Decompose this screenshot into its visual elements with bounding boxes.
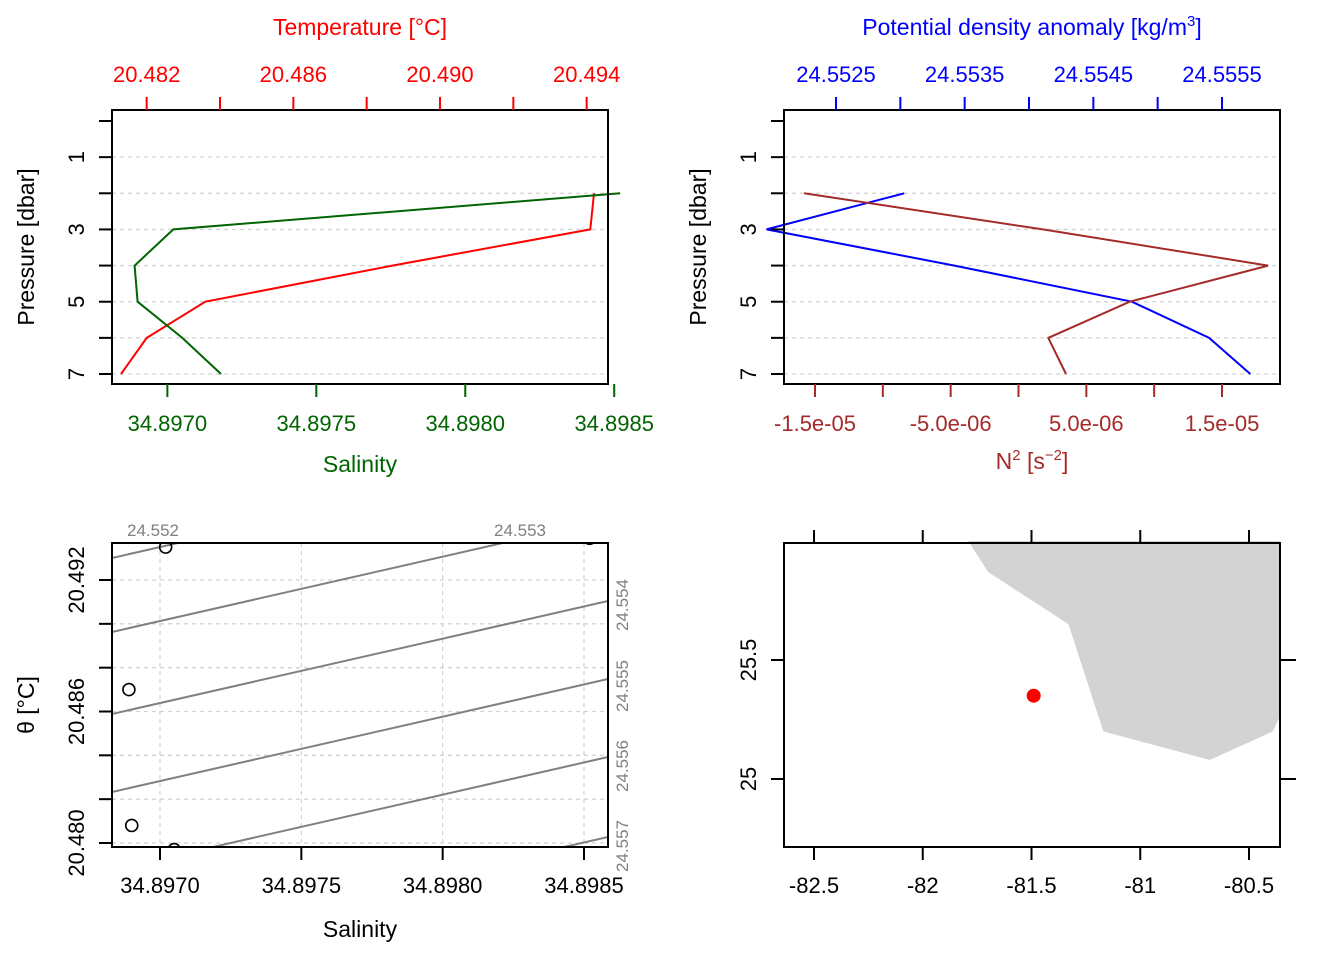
axis-title-part: [s (1021, 448, 1045, 474)
n2-axis-title: N2 [s−2] (996, 447, 1069, 474)
station-marker (1026, 688, 1041, 703)
isopycnal-label: 24.557 (613, 820, 632, 872)
axis-title-superscript: 3 (1187, 13, 1195, 30)
station-map-panel: -82.5 -82 -81.5 -81 -80.5 25 25.5 (736, 530, 1296, 898)
temperature-axis-title: Temperature [°C] (273, 14, 447, 40)
ts-data-point (584, 543, 595, 546)
salinity-axis-title: Salinity (323, 916, 398, 942)
n2-tick-label: -1.5e-05 (774, 411, 856, 436)
isopycnal-line (112, 678, 608, 793)
pressure-tick-label: 7 (64, 368, 89, 380)
axis-title-part: N (996, 448, 1013, 474)
salinity-tick-label: 34.8975 (262, 873, 342, 898)
pressure-tick-label: 5 (736, 296, 761, 308)
ts-data-point (124, 818, 139, 833)
salinity-tick-label: 34.8975 (277, 411, 357, 436)
ts-data-point (167, 842, 181, 847)
temperature-salinity-profile-panel: 20.482 20.486 20.490 20.494 Temperature [°C]… (13, 14, 654, 477)
isopycnal-label: 24.552 (127, 521, 179, 540)
plot-frame (111, 109, 609, 385)
salinity-tick-label: 34.8985 (574, 411, 654, 436)
pressure-tick-label: 3 (736, 223, 761, 235)
ts-data-point (205, 857, 217, 869)
ts-diagram-panel: 24.552 24.55324.55424.55524.55624.55734.8… (13, 521, 632, 942)
density-tick-label: 24.5545 (1054, 62, 1134, 87)
n2-tick-label: -5.0e-06 (910, 411, 992, 436)
pressure-tick-label: 1 (64, 151, 89, 163)
axis-title-superscript: 2 (1012, 447, 1020, 464)
longitude-tick-label: -82 (907, 873, 939, 898)
density-n2-profile-panel: 24.5525 24.5535 24.5545 24.5555 Potential de… (685, 13, 1281, 474)
density-profile-line (766, 192, 1251, 375)
axis-title-part: ] (1195, 14, 1201, 40)
plot-frame (783, 109, 1281, 385)
axis-title-part: ] (1062, 448, 1068, 474)
land-polygon (968, 541, 1280, 760)
theta-tick-label: 20.486 (64, 678, 89, 745)
density-axis-title: Potential density anomaly [kg/m3] (862, 13, 1201, 40)
isopycnal-line (112, 543, 508, 633)
salinity-tick-label: 34.8980 (425, 411, 505, 436)
temperature-tick-label: 20.490 (406, 62, 473, 87)
n2-profile-line (803, 192, 1269, 375)
salinity-profile-line (133, 192, 621, 375)
latitude-tick-label: 25 (736, 767, 761, 791)
salinity-tick-label: 34.8985 (544, 873, 624, 898)
density-tick-label: 24.5535 (925, 62, 1005, 87)
temperature-tick-label: 20.486 (260, 62, 327, 87)
pressure-axis-title: Pressure [dbar] (685, 168, 711, 325)
latitude-tick-label: 25.5 (736, 639, 761, 682)
longitude-tick-label: -81 (1124, 873, 1156, 898)
theta-tick-label: 20.480 (64, 809, 89, 876)
isopycnal-line (208, 756, 608, 847)
isopycnal-label: 24.553 (494, 521, 546, 540)
n2-tick-label: 1.5e-05 (1185, 411, 1260, 436)
pressure-tick-label: 3 (64, 223, 89, 235)
axis-title-superscript: −2 (1045, 447, 1062, 464)
pressure-tick-label: 5 (64, 296, 89, 308)
n2-tick-label: 5.0e-06 (1049, 411, 1124, 436)
longitude-tick-label: -80.5 (1224, 873, 1274, 898)
temperature-tick-label: 20.482 (113, 62, 180, 87)
salinity-tick-label: 34.8970 (120, 873, 200, 898)
ts-data-point (122, 682, 136, 697)
temperature-profile-line (120, 193, 595, 375)
theta-tick-label: 20.492 (64, 546, 89, 613)
temperature-tick-label: 20.494 (553, 62, 620, 87)
isopycnal-label: 24.554 (613, 579, 632, 631)
pressure-tick-label: 7 (736, 368, 761, 380)
isopycnal-line (112, 600, 608, 715)
ts-plot-area (112, 543, 608, 869)
longitude-tick-label: -82.5 (789, 873, 839, 898)
pressure-axis-title: Pressure [dbar] (13, 168, 39, 325)
isopycnal-label: 24.555 (613, 660, 632, 712)
pressure-tick-label: 1 (736, 151, 761, 163)
density-tick-label: 24.5525 (796, 62, 876, 87)
salinity-axis-title: Salinity (323, 451, 398, 477)
ts-data-point (158, 543, 173, 554)
plot-frame (111, 542, 609, 848)
salinity-tick-label: 34.8970 (128, 411, 208, 436)
longitude-tick-label: -81.5 (1006, 873, 1056, 898)
axis-title-part: Potential density anomaly [kg/m (862, 14, 1187, 40)
density-tick-label: 24.5555 (1182, 62, 1262, 87)
salinity-tick-label: 34.8980 (403, 873, 483, 898)
isopycnal-label: 24.556 (613, 740, 632, 792)
theta-axis-title: θ [°C] (13, 676, 39, 734)
